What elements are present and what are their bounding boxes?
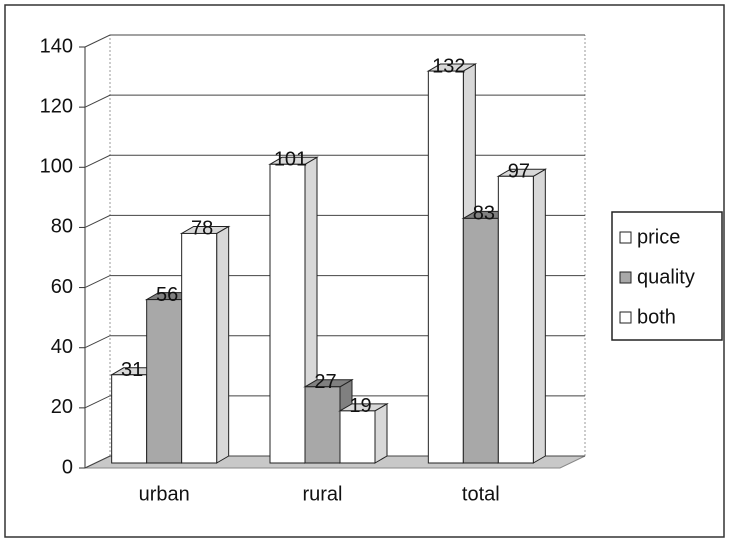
- legend-label: quality: [637, 266, 695, 288]
- legend-swatch: [619, 271, 632, 284]
- x-tick-label: rural: [302, 483, 342, 505]
- grid-line: [84, 34, 585, 48]
- bar-side: [532, 168, 546, 464]
- data-label: 31: [121, 359, 143, 381]
- bar: [304, 386, 341, 464]
- grid-line: [84, 395, 585, 409]
- bar: [339, 410, 376, 464]
- y-tick-label: 100: [40, 156, 73, 178]
- bar: [181, 232, 218, 464]
- legend-swatch: [619, 231, 632, 244]
- data-label: 78: [191, 218, 213, 240]
- x-tick-label: total: [462, 483, 500, 505]
- legend-swatch: [619, 311, 632, 324]
- bar-side: [216, 225, 230, 464]
- y-tick-label: 80: [51, 216, 73, 238]
- grid-line: [84, 455, 585, 469]
- y-tick-label: 140: [40, 35, 73, 57]
- y-tick-label: 40: [51, 336, 73, 358]
- legend-label: both: [637, 306, 676, 328]
- data-label: 132: [432, 55, 465, 77]
- bar-side: [374, 402, 388, 464]
- y-tick-label: 60: [51, 276, 73, 298]
- data-label: 101: [274, 149, 307, 171]
- grid-line: [84, 275, 585, 289]
- grid-line: [84, 214, 585, 228]
- grid-line: [84, 154, 585, 168]
- bar: [497, 175, 534, 464]
- grid-line: [84, 335, 585, 349]
- data-label: 19: [349, 395, 371, 417]
- y-tick-label: 20: [51, 396, 73, 418]
- y-tick-label: 0: [62, 456, 73, 478]
- data-label: 97: [508, 161, 530, 183]
- data-label: 27: [314, 371, 336, 393]
- grid-line: [84, 94, 585, 108]
- bar: [146, 299, 183, 464]
- bar: [269, 163, 306, 464]
- x-tick-label: urban: [139, 483, 190, 505]
- bar: [427, 70, 464, 464]
- data-label: 56: [156, 284, 178, 306]
- y-tick-label: 120: [40, 95, 73, 117]
- legend-label: price: [637, 226, 680, 248]
- data-label: 83: [473, 203, 495, 225]
- bar: [462, 217, 499, 464]
- bar: [111, 374, 148, 464]
